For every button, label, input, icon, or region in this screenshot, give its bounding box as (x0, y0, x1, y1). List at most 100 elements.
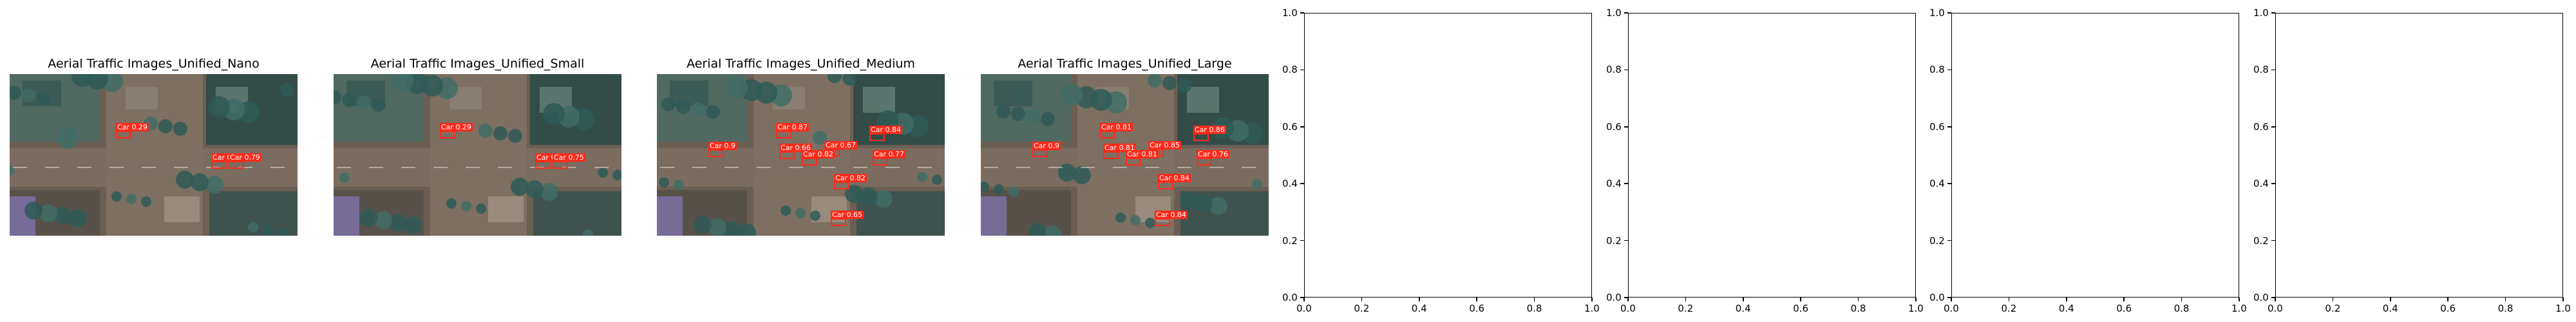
aerial-scene (334, 74, 621, 236)
y-tick-mark (2271, 69, 2275, 71)
y-tick-label: 0.4 (1606, 178, 1622, 190)
y-tick-label: 0.8 (1929, 64, 1945, 76)
y-tick-label: 0.8 (1282, 64, 1298, 76)
image-panel: Aerial Traffic Images_Unified_Medium Car … (657, 0, 945, 245)
detection-box (211, 161, 227, 169)
x-tick-mark (1743, 298, 1744, 301)
y-tick-mark (1624, 297, 1628, 298)
panel-title: Aerial Traffic Images_Unified_Large (1018, 57, 1232, 71)
x-tick-mark (1419, 298, 1420, 301)
detection-label: Car 0.75 (553, 153, 585, 162)
y-tick-label: 0.6 (1282, 120, 1298, 133)
detection-label: Car 0.86 (1193, 126, 1226, 134)
x-tick-label: 0.8 (1526, 303, 1542, 314)
detection-box (440, 131, 455, 138)
y-tick-label: 0.4 (1929, 178, 1945, 190)
x-tick-label: 0.4 (1411, 303, 1427, 314)
detection-box (1193, 133, 1209, 141)
y-tick-label: 0.6 (2253, 120, 2269, 133)
x-tick-label: 0.0 (1944, 303, 1959, 314)
y-tick-mark (1300, 69, 1304, 71)
detection-box (802, 158, 817, 166)
x-tick-mark (2275, 298, 2276, 301)
y-tick-label: 0.8 (1606, 64, 1622, 76)
y-tick-mark (1624, 240, 1628, 242)
detection-label: Car 0.85 (1148, 141, 1181, 149)
y-tick-label: 0.4 (2253, 178, 2269, 190)
detection-box (1126, 158, 1141, 166)
x-tick-mark (2447, 298, 2448, 301)
x-tick-mark (1857, 298, 1859, 301)
x-tick-label: 0.6 (1793, 303, 1809, 314)
x-tick-label: 0.2 (2325, 303, 2341, 314)
empty-axes (1951, 13, 2239, 298)
detection-box (229, 161, 244, 169)
image-panel: Aerial Traffic Images_Unified_Nano Car 0.… (10, 0, 298, 245)
y-tick-label: 0.6 (1929, 120, 1945, 133)
x-tick-label: 1.0 (1584, 303, 1600, 314)
panel-title: Aerial Traffic Images_Unified_Small (370, 57, 585, 71)
image-panel: Aerial Traffic Images_Unified_Small Car 0… (334, 0, 621, 245)
detection-label: Car 0.79 (229, 153, 261, 162)
y-tick-label: 1.0 (1282, 7, 1298, 19)
y-tick-label: 0.2 (1929, 234, 1945, 247)
detection-box (116, 131, 131, 138)
detection-label: Car 0.77 (873, 150, 905, 158)
x-tick-mark (2562, 298, 2564, 301)
detection-label: Car 0.67 (824, 141, 857, 149)
x-tick-mark (1951, 298, 1952, 301)
y-tick-mark (2271, 240, 2275, 242)
x-tick-label: 0.8 (2497, 303, 2514, 314)
x-tick-mark (2181, 298, 2183, 301)
detection-label: Car 0.84 (1158, 174, 1191, 182)
detection-box (831, 218, 846, 226)
y-tick-label: 0.6 (1606, 120, 1622, 133)
aerial-image: Car 0.87 Car 0.84 Car 0.67 Car 0.66 Car 0.82… (657, 74, 945, 236)
x-tick-label: 1.0 (2555, 303, 2571, 314)
detection-label: Car 0.82 (802, 150, 835, 158)
x-tick-mark (1303, 298, 1305, 301)
x-tick-mark (1533, 298, 1535, 301)
detection-label: Car 0.84 (869, 126, 902, 134)
detection-box (1103, 151, 1119, 159)
detection-label: Car 0.87 (776, 123, 809, 131)
x-tick-label: 0.6 (2116, 303, 2132, 314)
y-tick-mark (1947, 12, 1951, 14)
y-tick-label: 0.2 (1282, 234, 1298, 247)
x-tick-label: 1.0 (2231, 303, 2247, 314)
y-tick-label: 1.0 (1929, 7, 1945, 19)
y-tick-label: 0.8 (2253, 64, 2269, 76)
y-tick-mark (1947, 183, 1951, 184)
empty-axes (1304, 13, 1592, 298)
y-tick-mark (1300, 183, 1304, 184)
y-tick-mark (1300, 297, 1304, 298)
x-tick-label: 0.2 (2001, 303, 2017, 314)
x-tick-label: 0.4 (2382, 303, 2398, 314)
y-tick-label: 0.0 (1606, 292, 1622, 303)
aerial-scene (657, 74, 945, 236)
detection-label: Car 0.65 (831, 211, 864, 219)
x-tick-mark (1591, 298, 1593, 301)
image-panel: Aerial Traffic Images_Unified_Large Car 0… (981, 0, 1269, 245)
x-tick-label: 0.4 (1735, 303, 1751, 314)
detection-box (776, 131, 791, 138)
x-tick-mark (2505, 298, 2506, 301)
x-tick-label: 0.6 (2440, 303, 2456, 314)
detection-box (1197, 158, 1212, 166)
panel-title: Aerial Traffic Images_Unified_Nano (48, 57, 260, 71)
detection-box (535, 161, 551, 169)
x-tick-mark (2123, 298, 2125, 301)
detection-label: Car 0.29 (440, 123, 473, 131)
detection-label: Car 0.76 (1197, 150, 1229, 158)
empty-axes (1628, 13, 1916, 298)
x-tick-label: 0.8 (2174, 303, 2190, 314)
x-tick-label: 0.4 (2058, 303, 2074, 314)
x-tick-mark (1476, 298, 1477, 301)
x-tick-mark (1361, 298, 1363, 301)
detection-box (1155, 218, 1170, 226)
detection-box (869, 133, 885, 141)
y-tick-label: 0.0 (2253, 292, 2269, 303)
x-tick-label: 1.0 (1908, 303, 1924, 314)
y-tick-mark (1300, 240, 1304, 242)
x-tick-mark (2239, 298, 2240, 301)
